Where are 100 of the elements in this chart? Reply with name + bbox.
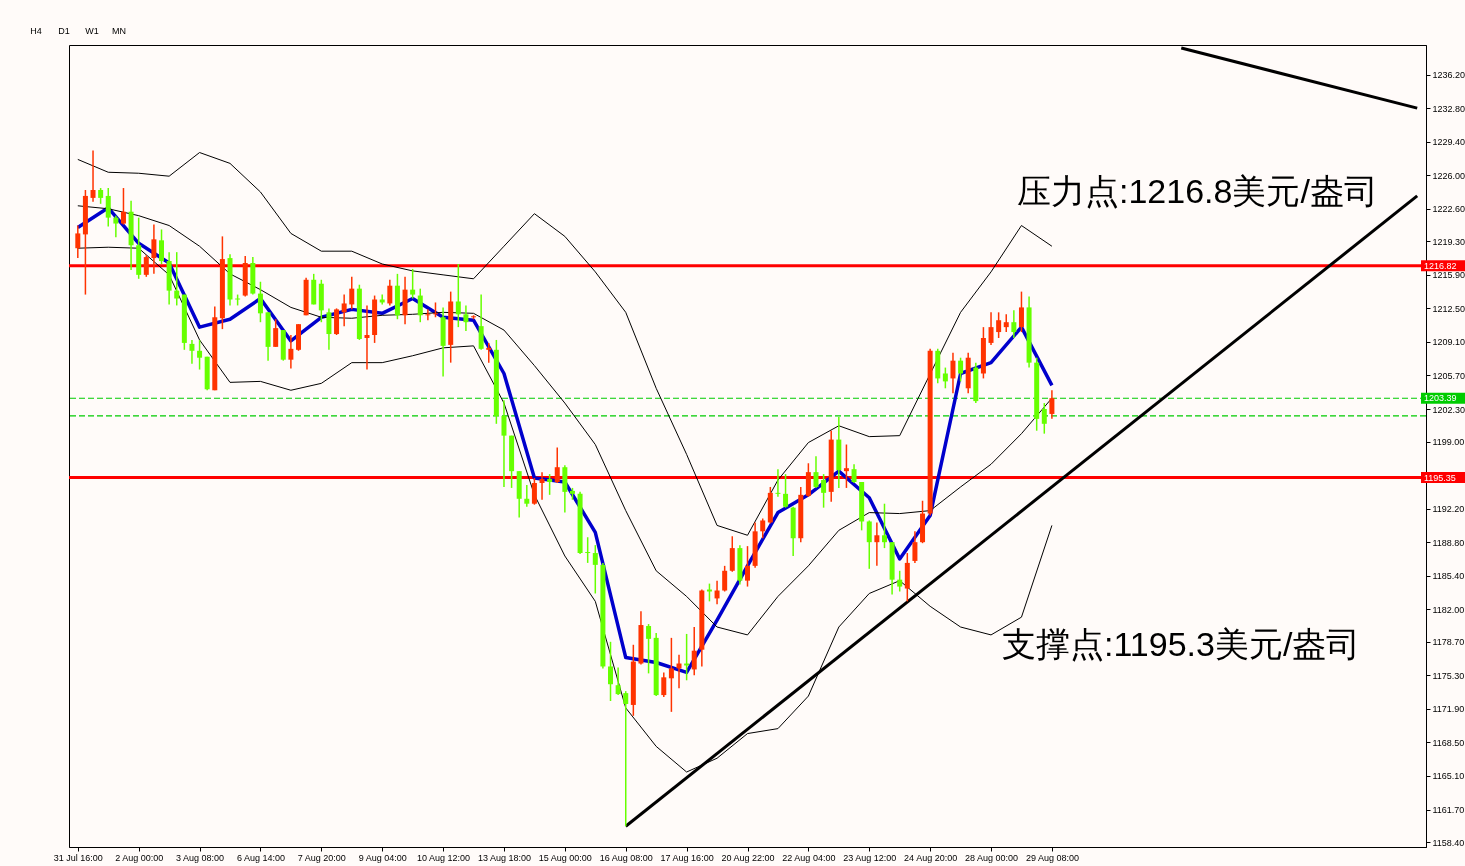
- y-tick-label: 1205.70: [1432, 370, 1465, 381]
- y-tick-label: 1192.20: [1432, 504, 1465, 515]
- candlestick: [592, 544, 598, 595]
- y-tick-label: 1199.00: [1432, 437, 1465, 448]
- candlestick: [805, 462, 811, 498]
- text: W1: [85, 26, 99, 36]
- candlestick: [775, 468, 781, 498]
- y-tick-label: 1209.10: [1432, 337, 1465, 348]
- candlestick: [349, 276, 355, 311]
- candlestick: [113, 214, 119, 239]
- x-tick-label: 7 Aug 20:00: [297, 852, 346, 863]
- y-tick-label: 1212.50: [1432, 303, 1465, 314]
- candlestick: [539, 471, 545, 501]
- candlestick: [531, 477, 537, 506]
- x-tick-label: 31 Jul 16:00: [53, 852, 103, 863]
- y-tick-label: 1236.20: [1432, 70, 1465, 81]
- ref-line-label: 1216.82: [1424, 260, 1457, 271]
- candlestick: [950, 352, 956, 394]
- candlestick: [1003, 313, 1009, 333]
- candlestick: [501, 399, 507, 488]
- candlestick: [996, 311, 1002, 339]
- x-tick-label: 3 Aug 08:00: [176, 852, 225, 863]
- candlestick: [623, 690, 629, 828]
- ref-line-label: 1203.39: [1424, 393, 1457, 404]
- candlestick: [874, 521, 880, 567]
- y-tick-label: 1188.80: [1432, 537, 1465, 548]
- candlestick: [273, 318, 279, 348]
- candlestick: [364, 304, 370, 371]
- candlestick: [821, 473, 827, 509]
- x-tick-label: 9 Aug 04:00: [358, 852, 407, 863]
- candlestick: [843, 443, 849, 489]
- candlestick: [714, 579, 720, 606]
- candlestick: [524, 484, 530, 508]
- y-tick-label: 1178.70: [1432, 637, 1465, 648]
- candlestick: [745, 545, 750, 588]
- candlestick: [159, 228, 165, 265]
- candlestick: [1049, 389, 1055, 420]
- candlestick: [942, 366, 948, 390]
- y-tick-label: 1202.30: [1432, 404, 1465, 415]
- text: D1: [58, 26, 70, 36]
- candlestick: [463, 304, 469, 332]
- x-tick-label: 6 Aug 14:00: [236, 852, 285, 863]
- candlestick: [75, 224, 81, 259]
- candlestick: [881, 502, 887, 549]
- y-tick-label: 1175.30: [1432, 670, 1465, 681]
- candlestick: [478, 293, 484, 351]
- candlestick: [90, 149, 96, 203]
- candlestick: [1018, 290, 1024, 333]
- x-tick-label: 20 Aug 22:00: [721, 852, 775, 863]
- candlestick: [257, 281, 263, 323]
- candlestick: [1011, 309, 1017, 339]
- y-tick-label: 1171.90: [1432, 704, 1465, 715]
- candlestick: [729, 535, 735, 573]
- candlestick: [646, 623, 652, 675]
- candlestick: [486, 342, 492, 364]
- y-tick-label: 1226.00: [1432, 170, 1465, 181]
- y-tick-label: 1219.30: [1432, 236, 1465, 247]
- candlestick: [668, 637, 674, 713]
- y-tick-label: 1158.40: [1432, 837, 1465, 848]
- candlestick: [988, 311, 994, 346]
- candlestick: [326, 307, 332, 351]
- candlestick: [417, 287, 423, 323]
- text: H4: [30, 26, 42, 36]
- candlestick: [783, 473, 789, 509]
- candlestick: [120, 187, 126, 226]
- candlestick: [958, 356, 964, 383]
- candlestick: [813, 455, 819, 489]
- y-tick-label: 1161.70: [1432, 805, 1465, 816]
- text: MN: [112, 26, 126, 36]
- candlestick: [288, 334, 294, 370]
- candlestick: [547, 473, 553, 496]
- x-tick-label: 17 Aug 16:00: [660, 852, 714, 863]
- x-tick-label: 22 Aug 04:00: [782, 852, 836, 863]
- y-tick-label: 1182.00: [1432, 604, 1465, 615]
- candlestick: [189, 339, 195, 365]
- candlestick: [410, 268, 416, 300]
- candlestick: [425, 308, 431, 321]
- candlestick: [897, 570, 903, 593]
- candlestick: [608, 641, 614, 702]
- candlestick: [866, 519, 872, 570]
- candlestick: [455, 263, 461, 328]
- y-tick-label: 1165.10: [1432, 771, 1465, 782]
- x-tick-label: 15 Aug 00:00: [538, 852, 592, 863]
- candlestick: [341, 293, 347, 327]
- x-tick-label: 29 Aug 08:00: [1025, 852, 1079, 863]
- annotation: 支撑点:1195.3美元/盎司: [1002, 625, 1361, 663]
- candlestick: [387, 279, 393, 307]
- line-series: [77, 152, 1053, 536]
- candlestick: [912, 530, 918, 564]
- candlestick: [760, 517, 766, 539]
- x-tick-label: 2 Aug 00:00: [115, 852, 164, 863]
- x-tick-label: 10 Aug 12:00: [417, 852, 471, 863]
- annotation: 压力点:1216.8美元/盎司: [1017, 172, 1378, 210]
- candlestick: [197, 339, 203, 371]
- candlestick: [554, 446, 560, 484]
- x-tick-label: 23 Aug 12:00: [843, 852, 897, 863]
- x-tick-label: 16 Aug 08:00: [599, 852, 653, 863]
- y-tick-label: 1168.50: [1432, 737, 1465, 748]
- candlestick: [661, 671, 667, 698]
- y-tick-label: 1222.60: [1432, 204, 1465, 215]
